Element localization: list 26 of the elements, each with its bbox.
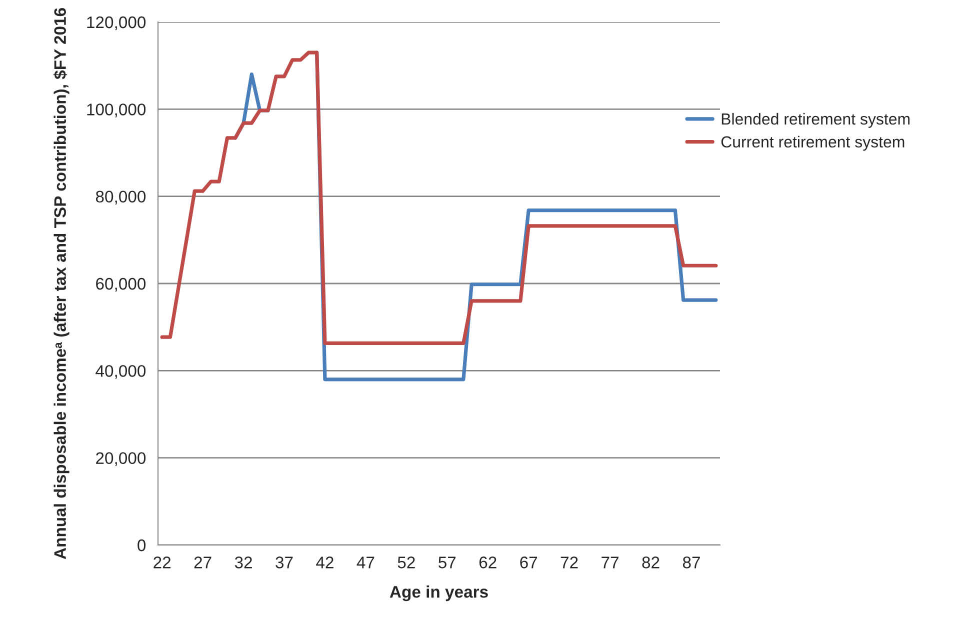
x-tick-label: 72 bbox=[560, 556, 578, 568]
x-tick-label: 37 bbox=[276, 556, 293, 568]
y-tick-label: 60,000 bbox=[96, 278, 146, 292]
x-tick-label: 52 bbox=[398, 556, 415, 568]
x-tick-label: 67 bbox=[520, 556, 538, 568]
x-tick-label: 77 bbox=[602, 556, 618, 568]
y-tick-label: 20,000 bbox=[96, 452, 146, 466]
y-tick-label: 40,000 bbox=[96, 365, 146, 379]
x-tick-label: 82 bbox=[642, 556, 660, 568]
x-tick-label: 32 bbox=[234, 556, 252, 568]
x-tick-label: 27 bbox=[194, 556, 212, 568]
legend-label: Blended retirement system bbox=[722, 112, 910, 128]
x-tick-label: 47 bbox=[356, 556, 374, 568]
x-tick-label: 62 bbox=[479, 556, 496, 568]
x-tick-label: 42 bbox=[316, 556, 334, 568]
legend-label: Current retirement system bbox=[721, 136, 904, 151]
x-tick-label: 87 bbox=[682, 556, 700, 568]
y-tick-label: 80,000 bbox=[96, 190, 146, 205]
y-tick-label: 0 bbox=[138, 539, 146, 552]
y-axis-title: Annual disposable incomeᵃ (after tax and TSP contribution), $FY 2016 bbox=[53, 8, 70, 560]
x-tick-label: 22 bbox=[154, 556, 171, 568]
line-series bbox=[160, 50, 718, 346]
y-tick-label: 120,000 bbox=[87, 16, 146, 30]
x-axis-title: Age in years bbox=[390, 586, 488, 602]
y-tick-label: 100,000 bbox=[87, 104, 146, 118]
x-tick-label: 57 bbox=[438, 556, 456, 568]
